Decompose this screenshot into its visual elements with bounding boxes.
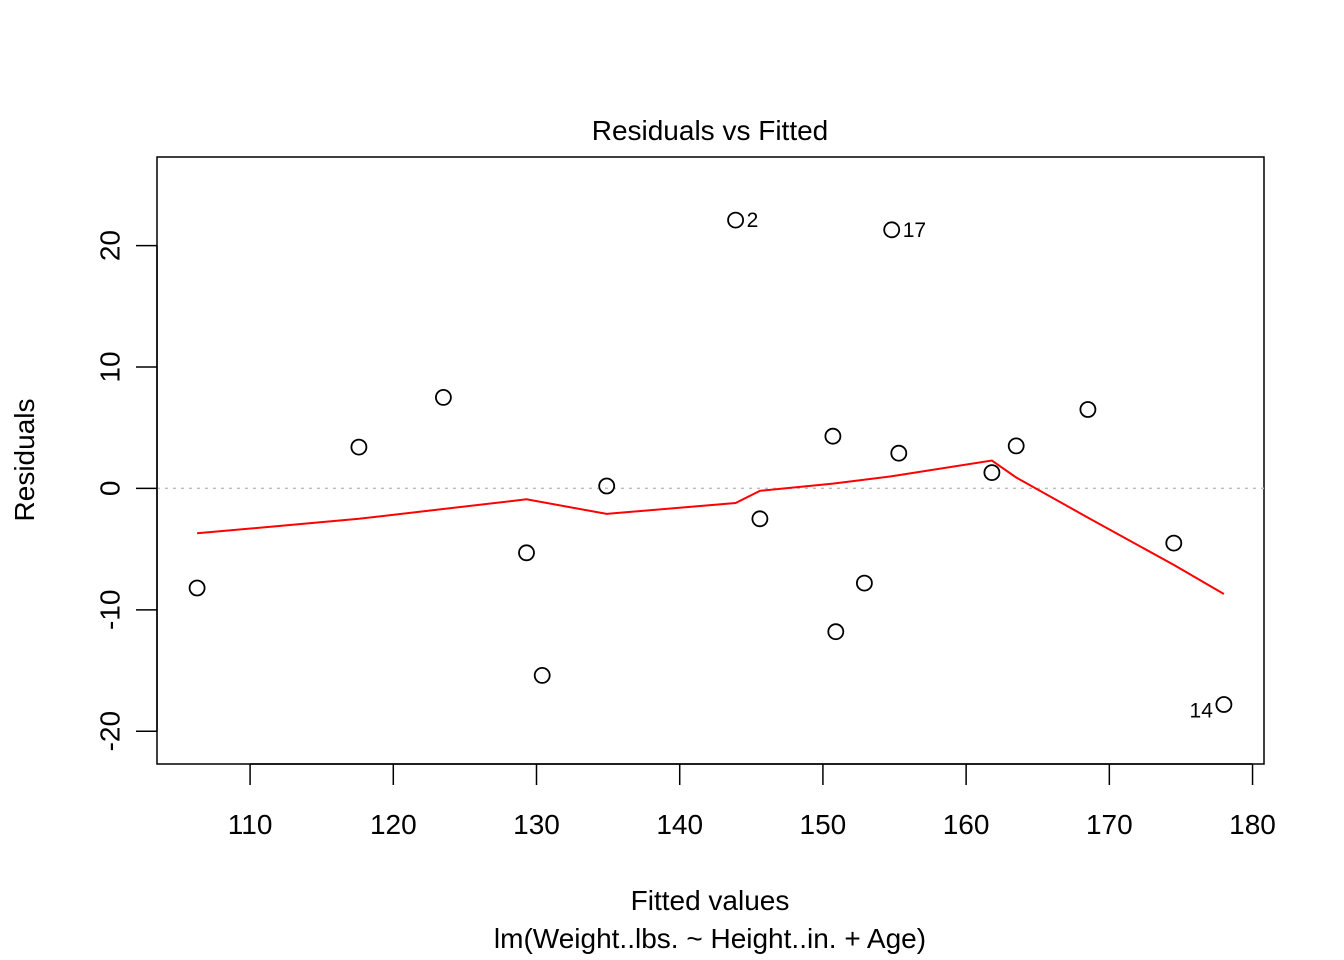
data-point xyxy=(1079,401,1097,418)
chart-title: Residuals vs Fitted xyxy=(592,115,829,146)
data-point xyxy=(1215,696,1233,713)
y-tick-label: 20 xyxy=(95,230,126,261)
y-tick-label: 10 xyxy=(95,351,126,382)
point-label: 2 xyxy=(747,209,759,232)
x-tick-label: 150 xyxy=(800,809,847,840)
plot-frame xyxy=(156,156,1265,765)
points-layer xyxy=(188,211,1233,713)
x-axis: 110 120 130 140 150 160 170 180 xyxy=(228,763,1276,840)
x-tick-label: 170 xyxy=(1086,809,1133,840)
data-point xyxy=(188,579,206,597)
chart-subtitle: lm(Weight..lbs. ~ Height..in. + Age) xyxy=(494,923,926,954)
x-tick-label: 130 xyxy=(513,809,560,840)
y-tick-label: -10 xyxy=(95,590,126,630)
x-axis-label: Fitted values xyxy=(631,885,790,916)
data-point xyxy=(727,211,744,229)
x-tick-label: 160 xyxy=(943,809,990,840)
point-label: 17 xyxy=(903,219,926,242)
data-point xyxy=(827,623,845,641)
data-point xyxy=(1165,534,1183,552)
data-point xyxy=(856,574,873,592)
data-point xyxy=(434,388,452,406)
data-point xyxy=(598,477,616,495)
data-point xyxy=(533,667,551,684)
data-point xyxy=(824,427,842,445)
y-axis: -20 -10 0 10 20 xyxy=(95,230,158,751)
x-tick-label: 110 xyxy=(228,809,273,840)
data-point xyxy=(890,444,908,462)
x-tick-label: 120 xyxy=(370,809,417,840)
y-axis-label: Residuals xyxy=(9,399,40,522)
data-point xyxy=(751,510,769,528)
data-point xyxy=(1007,437,1025,455)
x-tick-label: 140 xyxy=(656,809,703,840)
point-label: 14 xyxy=(1190,700,1214,723)
point-labels-layer: 2 17 14 xyxy=(747,209,1214,722)
smooth-line-layer xyxy=(197,459,1225,595)
y-tick-label: 0 xyxy=(95,481,126,497)
data-point xyxy=(350,438,368,456)
x-tick-label: 180 xyxy=(1229,809,1276,840)
y-tick-label: -20 xyxy=(95,711,126,751)
data-point xyxy=(983,464,1001,482)
data-point xyxy=(883,221,901,239)
data-point xyxy=(518,544,535,562)
smooth-line xyxy=(197,459,1225,595)
